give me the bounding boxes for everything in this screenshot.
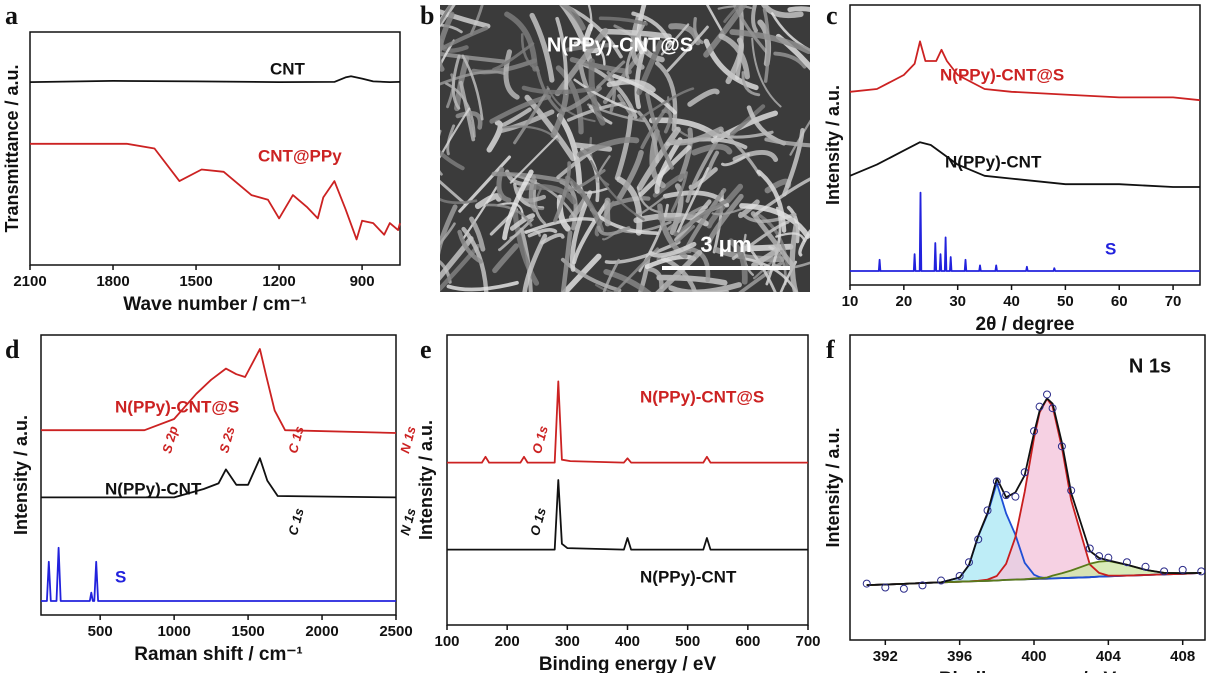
x-tick-label: 60 [1111, 293, 1128, 310]
x-tick-label: 500 [88, 623, 113, 640]
x-tick-label: 100 [434, 633, 459, 650]
spectrum-line [30, 76, 400, 82]
curve-label: N(PPy)-CNT [105, 479, 202, 498]
x-tick-label: 1000 [157, 623, 190, 640]
spectrum-line [41, 349, 396, 433]
page: 2100 1800 1500 1200 900 Wave number / cm⁻¹ Tra… [0, 0, 1208, 673]
data-point [863, 580, 870, 587]
plot-frame [41, 335, 396, 615]
x-axis-label: 2θ / degree [976, 314, 1075, 335]
y-axis-label: Intensity / a.u. [823, 85, 843, 205]
peak-label: S 2s [216, 425, 237, 455]
x-tick-label: 40 [1003, 293, 1020, 310]
x-tick-label: 396 [947, 648, 972, 665]
x-axis-label: Binding energy / eV [539, 654, 717, 673]
x-tick-label: 200 [495, 633, 520, 650]
peak-label: O 1s [529, 424, 551, 455]
x-tick-label: 500 [675, 633, 700, 650]
x-tick-label: 1500 [179, 273, 212, 290]
curve-label: CNT [270, 59, 306, 78]
panel-letter: b [420, 1, 434, 30]
curve-label: N(PPy)-CNT@S [115, 397, 239, 416]
x-tick-label: 2000 [305, 623, 338, 640]
spectrum-line [41, 548, 396, 601]
x-tick-label: 600 [735, 633, 760, 650]
panel-letter: d [5, 335, 20, 364]
x-axis-label: Binding energy / eV [939, 669, 1117, 673]
plot-frame [850, 5, 1200, 285]
x-tick-label: 900 [350, 273, 375, 290]
x-tick-label: 30 [949, 293, 966, 310]
panel-letter: f [826, 335, 835, 364]
x-tick-label: 400 [1021, 648, 1046, 665]
x-tick-label: 408 [1170, 648, 1195, 665]
y-axis-label: Intensity / a.u. [823, 427, 843, 547]
x-tick-label: 2500 [379, 623, 412, 640]
x-tick-label: 700 [795, 633, 820, 650]
panel-annotation: N 1s [1129, 355, 1171, 377]
spectrum-line [30, 144, 400, 240]
plot-frame [447, 335, 808, 625]
plot-frame [30, 32, 400, 265]
peak-label: C 1s [285, 425, 307, 455]
x-axis-label: Wave number / cm⁻¹ [123, 294, 307, 315]
spectrum-line [447, 480, 808, 550]
panel-letter: e [420, 335, 432, 364]
y-axis-label: Intensity / a.u. [11, 415, 31, 535]
y-axis-label: Intensity / a.u. [416, 420, 436, 540]
curve-label: CNT@PPy [258, 146, 342, 165]
data-point [1198, 568, 1205, 575]
x-tick-label: 400 [615, 633, 640, 650]
spectrum-line [41, 458, 396, 497]
y-axis-label: Transmittance / a.u. [2, 64, 22, 232]
curve-label: S [1105, 239, 1116, 258]
x-tick-label: 50 [1057, 293, 1074, 310]
curve-label: N(PPy)-CNT@S [940, 65, 1064, 84]
x-tick-label: 392 [873, 648, 898, 665]
curve-label: S [115, 567, 126, 586]
x-tick-label: 300 [555, 633, 580, 650]
x-tick-label: 1200 [262, 273, 295, 290]
component-fill [867, 399, 1202, 585]
image-title: N(PPy)-CNT@S [547, 34, 693, 56]
scale-bar-label: 3 μm [700, 232, 751, 257]
peak-label: O 1s [527, 506, 549, 537]
x-axis-label: Raman shift / cm⁻¹ [134, 644, 302, 665]
curve-label: N(PPy)-CNT@S [640, 387, 764, 406]
data-point [1044, 391, 1051, 398]
peak-label: C 1s [285, 507, 307, 537]
panel-letter: a [5, 1, 18, 30]
data-point [900, 585, 907, 592]
fiber [607, 201, 608, 224]
x-tick-label: 1800 [96, 273, 129, 290]
x-tick-label: 70 [1165, 293, 1182, 310]
figure: 2100 1800 1500 1200 900 Wave number / cm⁻¹ Tra… [0, 0, 1208, 673]
panel-letter: c [826, 1, 838, 30]
x-tick-label: 10 [842, 293, 859, 310]
spectrum-line [850, 193, 1200, 271]
x-tick-label: 20 [896, 293, 913, 310]
x-tick-label: 2100 [13, 273, 46, 290]
data-point [1012, 493, 1019, 500]
x-tick-label: 1500 [231, 623, 264, 640]
peak-label: S 2p [159, 424, 181, 454]
curve-label: N(PPy)-CNT [945, 152, 1042, 171]
x-tick-label: 404 [1096, 648, 1122, 665]
curve-label: N(PPy)-CNT [640, 567, 737, 586]
